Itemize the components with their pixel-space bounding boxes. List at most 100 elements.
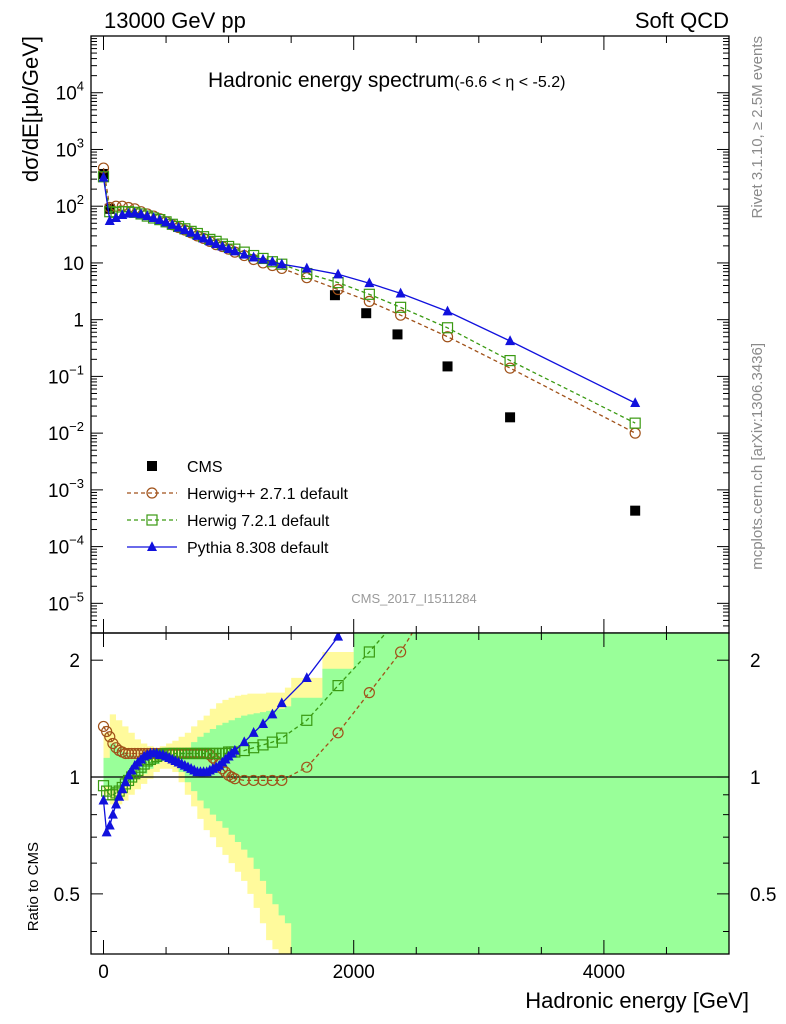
data-point-pythia-8-308-default xyxy=(198,232,209,243)
ratio-point-herwig-2-7-1-default xyxy=(276,774,288,787)
y-tick-label-exponent: −3 xyxy=(69,476,84,491)
ratio-point-herwig-2-7-1-default xyxy=(257,774,269,787)
data-point-pythia-8-308-default xyxy=(239,248,250,259)
reference-label: CMS_2017_I1511284 xyxy=(351,591,477,606)
ratio-point-herwig-2-7-1-default xyxy=(248,774,260,787)
y-tick-label: 1 xyxy=(73,311,84,332)
ratio-point-herwig-2-7-1-default xyxy=(238,774,250,787)
side-label-source: mcplots.cern.ch [arXiv:1306.3436] xyxy=(749,343,766,570)
ratio-point-herwig-7-2-1-default xyxy=(332,680,344,692)
ratio-point-pythia-8-308-default xyxy=(117,783,128,794)
ratio-point-herwig-2-7-1-default xyxy=(126,747,138,760)
ratio-point-herwig-2-7-1-default xyxy=(122,747,135,760)
y-tick-label-exponent: 3 xyxy=(77,135,84,150)
side-label-version: Rivet 3.1.10, ≥ 2.5M events xyxy=(749,36,766,219)
data-point-cms xyxy=(442,361,453,372)
ratio-y-axis-label: Ratio to CMS xyxy=(25,842,42,931)
ratio-point-herwig-7-2-1-default xyxy=(266,736,278,748)
data-point-pythia-8-308-default xyxy=(364,277,375,288)
data-point-pythia-8-308-default xyxy=(179,224,190,235)
ratio-point-herwig-2-7-1-default xyxy=(301,761,313,773)
ratio-point-pythia-8-308-default xyxy=(239,736,250,747)
ratio-point-pythia-8-308-default xyxy=(120,776,131,787)
data-point-pythia-8-308-default xyxy=(136,208,147,219)
data-point-cms xyxy=(392,329,403,340)
ratio-point-herwig-2-7-1-default xyxy=(332,727,344,739)
data-point-herwig-7-2-1-default xyxy=(395,301,407,313)
y-tick-label: 10−1 xyxy=(48,362,84,388)
ratio-point-pythia-8-308-default xyxy=(111,798,122,809)
data-point-pythia-8-308-default xyxy=(211,238,222,249)
ratio-point-pythia-8-308-default xyxy=(229,744,240,755)
ratio-panel: 0.5 0.5 1 1 2 2 0 2000 4000 Ratio to CMS Hadron… xyxy=(25,632,776,1013)
ratio-point-pythia-8-308-default xyxy=(301,672,312,682)
data-point-herwig-7-2-1-default xyxy=(363,288,375,300)
x-tick-label: 4000 xyxy=(583,962,625,983)
y-tick-label: 104 xyxy=(56,79,84,105)
ratio-point-pythia-8-308-default xyxy=(248,727,259,737)
y-tick-label: 10 xyxy=(63,254,84,275)
legend: CMS Herwig++ 2.7.1 default Herwig 7.2.1 de… xyxy=(127,459,349,557)
y-tick-label-base: 10 xyxy=(48,594,69,615)
series-line-herwig-2-7-1-default xyxy=(102,167,636,434)
ratio-point-pythia-8-308-default xyxy=(123,769,134,780)
data-point-cms xyxy=(630,505,641,516)
legend-item-herwig-7-2-1-default: Herwig 7.2.1 default xyxy=(127,513,330,530)
ratio-point-pythia-8-308-default xyxy=(267,708,278,719)
y-tick-label-base: 10 xyxy=(63,254,84,275)
y-tick-label: 10−2 xyxy=(48,419,84,445)
ratio-point-herwig-2-7-1-default xyxy=(395,646,407,658)
ratio-y-tick-label-right: 0.5 xyxy=(750,885,776,906)
ratio-y-tick-label: 1 xyxy=(69,768,80,789)
y-tick-label: 103 xyxy=(56,135,84,161)
uncertainty-band-inner xyxy=(103,633,729,954)
series-herwig-2-7-1-default xyxy=(97,162,641,439)
data-point-cms xyxy=(329,290,340,301)
ratio-y-ticks: 0.5 0.5 1 1 2 2 xyxy=(54,651,776,932)
ratio-point-pythia-8-308-default xyxy=(333,633,344,641)
data-point-pythia-8-308-default xyxy=(258,253,269,264)
y-tick-label-exponent: −1 xyxy=(69,362,84,377)
y-tick-label-exponent: 4 xyxy=(77,79,84,94)
legend-item-herwig-2-7-1-default: Herwig++ 2.7.1 default xyxy=(127,486,349,503)
legend-label: Pythia 8.308 default xyxy=(187,540,329,557)
chart-title: Hadronic energy spectrum(-6.6 < η < -5.2… xyxy=(208,69,565,92)
y-tick-label: 10−5 xyxy=(48,589,84,615)
main-y-axis-label: dσ/dE[μb/GeV] xyxy=(18,36,43,182)
ratio-point-herwig-7-2-1-default xyxy=(248,742,260,754)
data-point-pythia-8-308-default xyxy=(223,243,234,254)
data-point-pythia-8-308-default xyxy=(630,397,641,408)
data-point-pythia-8-308-default xyxy=(148,212,159,223)
ratio-point-herwig-2-7-1-default xyxy=(266,774,278,787)
data-point-herwig-2-7-1-default xyxy=(504,362,516,374)
data-point-cms xyxy=(361,308,372,319)
legend-label: Herwig 7.2.1 default xyxy=(187,513,330,530)
y-tick-label-base: 1 xyxy=(73,311,84,332)
data-point-pythia-8-308-default xyxy=(229,245,240,256)
ratio-plot-frame xyxy=(90,632,730,955)
series-line-herwig-7-2-1-default xyxy=(102,176,636,424)
legend-marker xyxy=(147,541,157,552)
ratio-point-pythia-8-308-default xyxy=(101,826,112,837)
x-tick-label: 0 xyxy=(98,962,109,983)
data-point-pythia-8-308-default xyxy=(505,335,516,346)
data-point-pythia-8-308-default xyxy=(248,251,259,262)
data-point-herwig-2-7-1-default xyxy=(332,283,344,296)
data-point-pythia-8-308-default xyxy=(333,268,344,279)
data-point-pythia-8-308-default xyxy=(204,235,215,246)
data-point-herwig-2-7-1-default xyxy=(363,295,375,307)
y-tick-label: 10−3 xyxy=(48,476,84,502)
ratio-point-pythia-8-308-default xyxy=(107,808,118,819)
legend-item-pythia-8-308-default: Pythia 8.308 default xyxy=(127,540,329,557)
x-axis-label: Hadronic energy [GeV] xyxy=(525,988,749,1013)
x-tick-label: 2000 xyxy=(333,962,375,983)
y-tick-label-exponent: −5 xyxy=(69,589,84,604)
data-point-pythia-8-308-default xyxy=(111,212,122,223)
ratio-y-tick-label-right: 1 xyxy=(750,768,761,789)
ratio-x-ticks: 0 2000 4000 xyxy=(98,633,730,983)
y-tick-label: 102 xyxy=(56,192,84,218)
data-point-pythia-8-308-default xyxy=(98,171,109,182)
ratio-y-tick-label-right: 2 xyxy=(750,651,761,672)
data-point-herwig-7-2-1-default xyxy=(441,322,454,334)
